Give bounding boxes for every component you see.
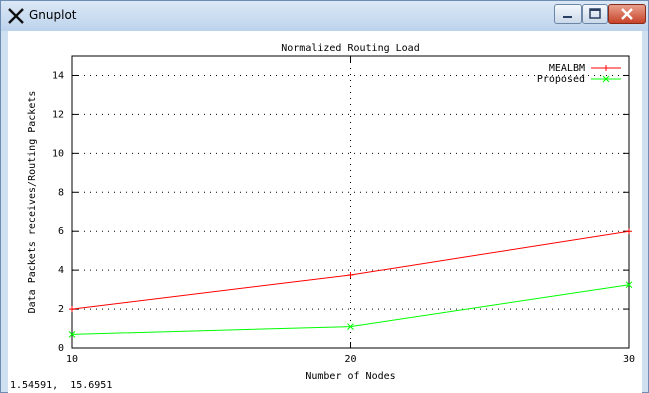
maximize-button[interactable] <box>582 4 608 24</box>
line-chart: Normalized Routing Load Number of Nodes … <box>27 43 635 382</box>
y-tick-label: 4 <box>58 265 64 276</box>
y-tick-label: 14 <box>52 70 64 81</box>
x-tick-label: 10 <box>66 354 78 365</box>
data-point-proposed <box>347 323 354 330</box>
y-tick-label: 6 <box>58 226 64 237</box>
data-point-mealbm <box>347 272 354 278</box>
legend-marker-proposed <box>602 75 610 83</box>
y-tick-label: 10 <box>52 148 64 159</box>
legend-label-proposed: Proposed <box>537 74 585 85</box>
data-point-mealbm <box>626 228 632 235</box>
data-point-proposed <box>68 331 76 338</box>
close-button[interactable] <box>608 4 646 24</box>
data-point-mealbm <box>69 306 75 313</box>
y-tick-label: 2 <box>58 304 64 315</box>
y-tick-label: 8 <box>58 187 64 198</box>
window-title: Gnuplot <box>29 8 77 22</box>
y-tick-label: 0 <box>58 343 64 354</box>
legend-label-mealbm: MEALBM <box>549 63 585 74</box>
minimize-icon <box>563 16 572 18</box>
data-point-proposed <box>625 281 633 289</box>
plot-frame <box>71 55 630 349</box>
x-tick-label: 20 <box>344 354 356 365</box>
coordinate-readout: 1.54591, 15.6951 <box>10 380 113 391</box>
y-tick-label: 12 <box>52 109 64 120</box>
y-axis-label: Data Packets receives/Routing Packets <box>27 91 38 314</box>
x-gnuplot-icon <box>8 8 24 24</box>
close-icon <box>621 8 633 20</box>
chart-title: Normalized Routing Load <box>281 43 419 54</box>
legend-marker-mealbm <box>603 65 609 71</box>
axis-ticks: 0 2 4 6 8 10 12 14 10 20 30 <box>52 56 635 365</box>
plot-area[interactable]: Normalized Routing Load Number of Nodes … <box>8 31 642 393</box>
x-tick-label: 30 <box>623 354 635 365</box>
x-axis-label: Number of Nodes <box>305 371 395 381</box>
grid <box>72 56 629 348</box>
maximize-icon <box>589 8 601 19</box>
minimize-button[interactable] <box>554 4 582 24</box>
title-bar[interactable]: Gnuplot <box>1 1 648 31</box>
series <box>68 228 633 338</box>
